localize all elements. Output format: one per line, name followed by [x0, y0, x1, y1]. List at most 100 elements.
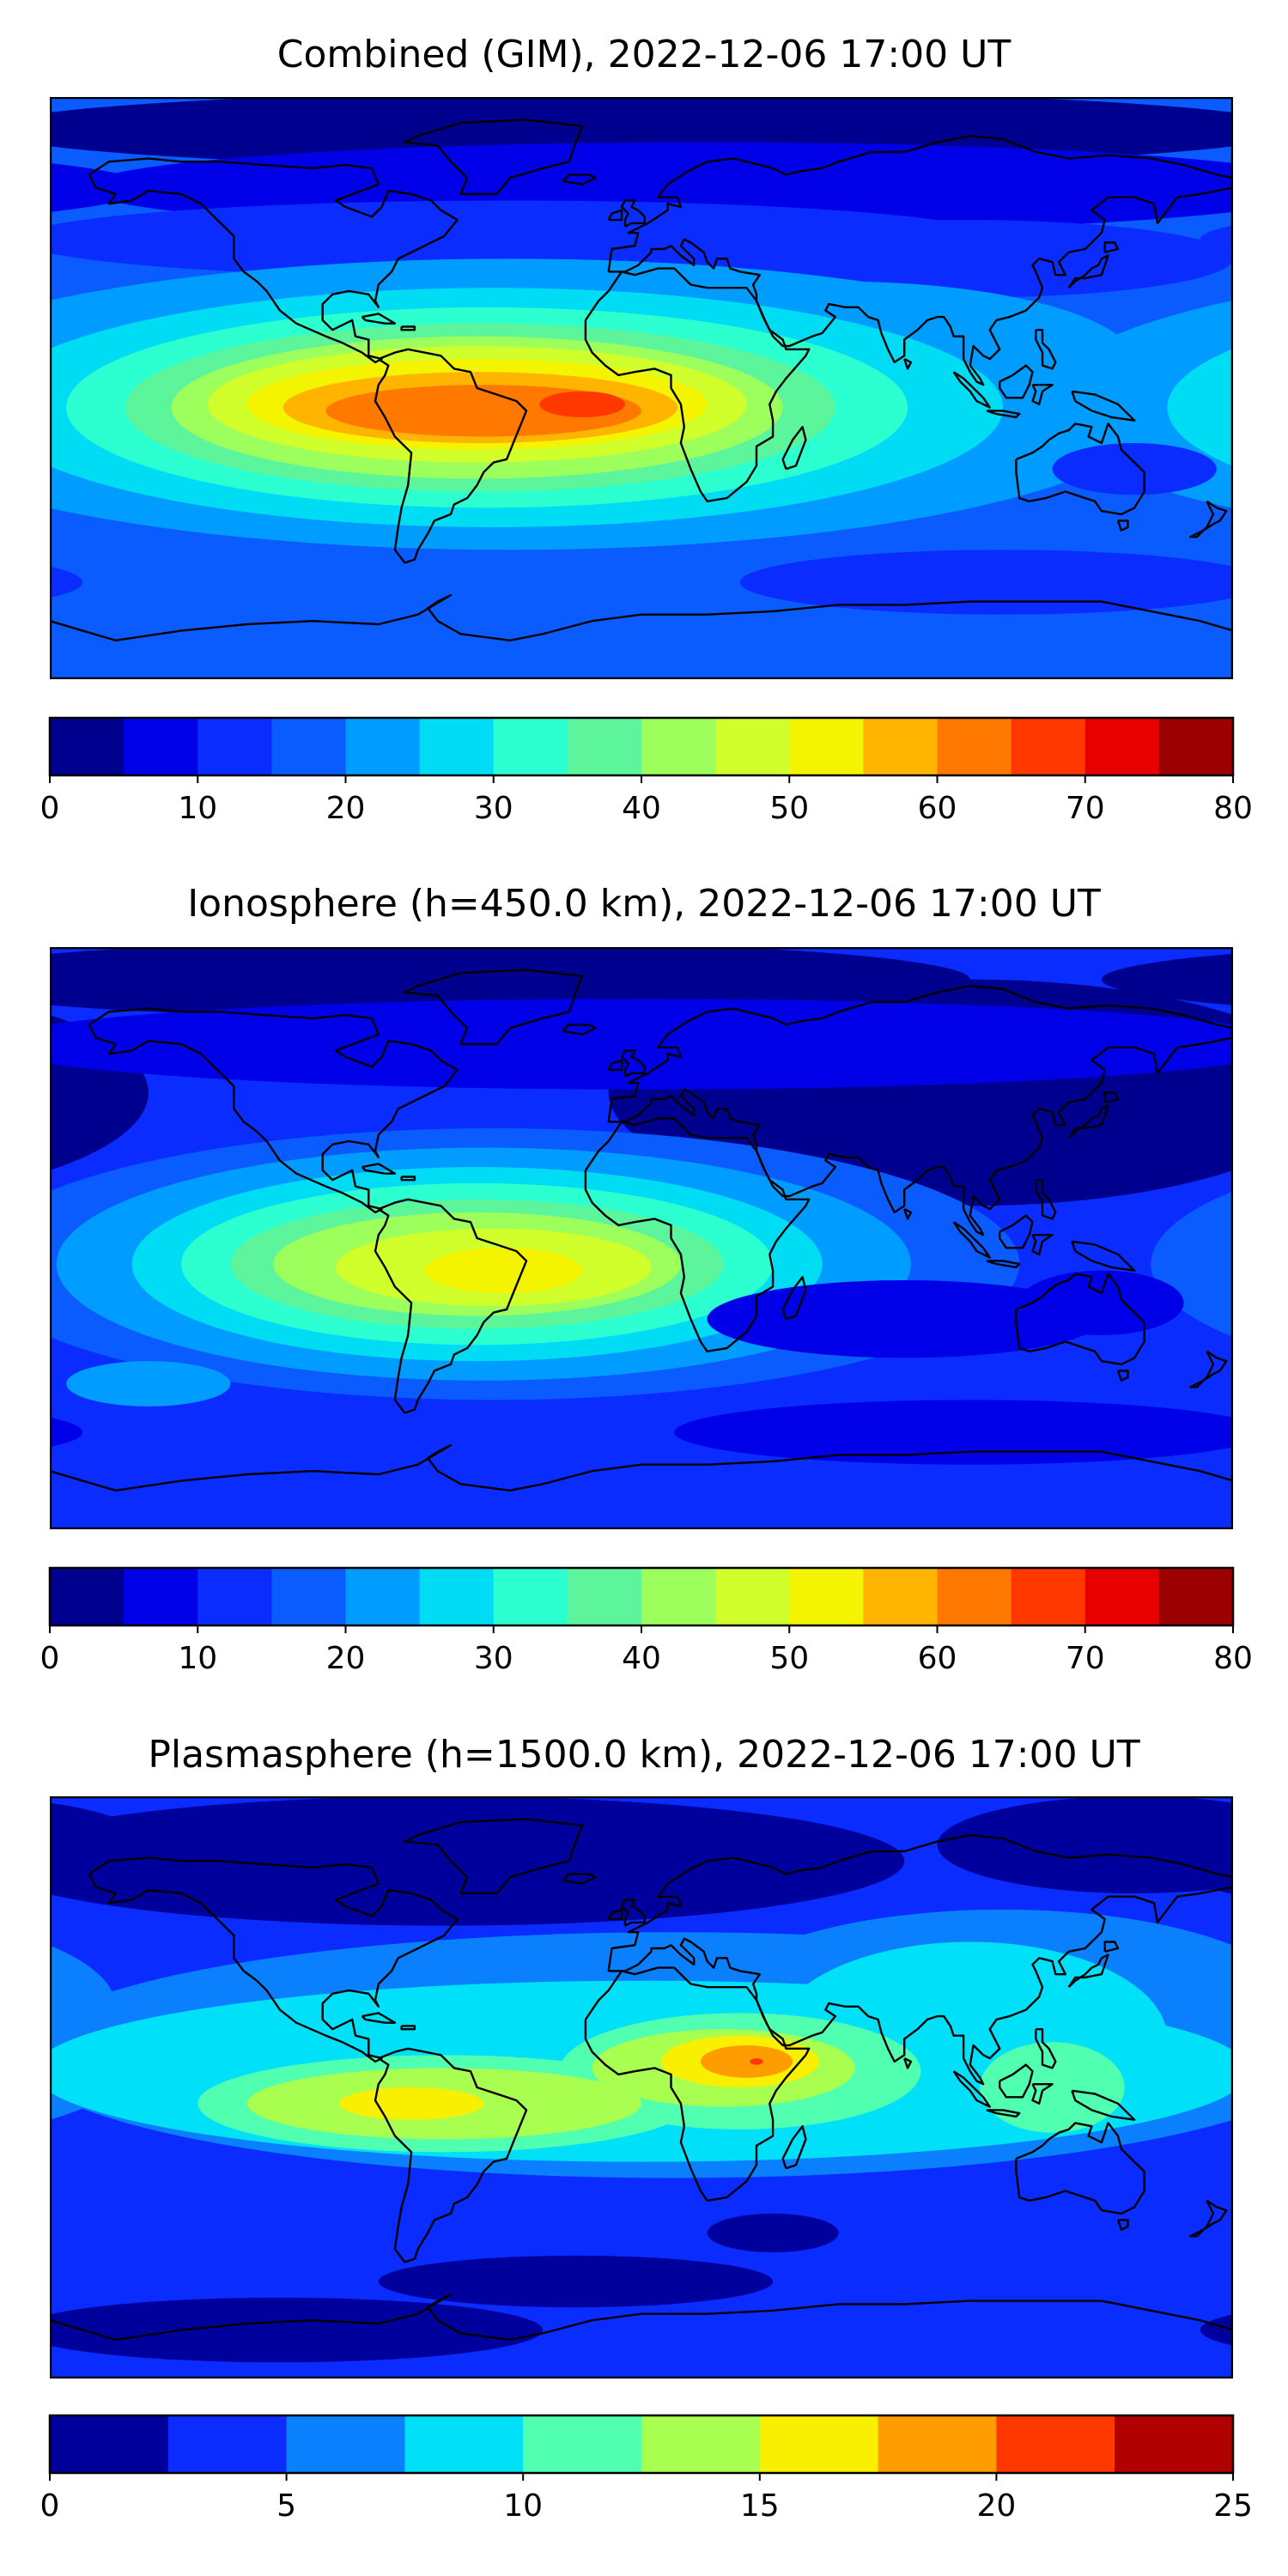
contour-region	[707, 220, 1233, 298]
contour-region	[50, 999, 1233, 1090]
coastline	[400, 325, 416, 331]
colorbar-segment	[996, 2415, 1115, 2473]
coastline	[999, 364, 1034, 399]
coastline	[1103, 1091, 1120, 1103]
colorbar-tick-label: 15	[740, 2488, 780, 2524]
contour-region	[1052, 443, 1217, 495]
map-frame	[50, 1796, 1233, 2379]
colorbar-segment	[1115, 2415, 1234, 2473]
colorbar-segment	[167, 2415, 288, 2473]
colorbar-tick-label: 10	[178, 1641, 217, 1676]
colorbar-tick-label: 30	[474, 791, 513, 826]
coastline	[1031, 384, 1054, 405]
colorbar-tick-label: 80	[1213, 1641, 1253, 1676]
contour-region	[1217, 2050, 1233, 2093]
colorbar-segment	[567, 717, 642, 775]
coastline	[1035, 2028, 1057, 2069]
contour-region	[750, 2058, 763, 2065]
colorbar-segment	[567, 1567, 642, 1625]
colorbar-segment	[1011, 717, 1086, 775]
coastline	[952, 1221, 991, 1259]
colorbar-combined: 0 10 20 30 40 50 60 70 80	[40, 716, 1253, 826]
coastline	[1189, 500, 1228, 538]
colorbar-tick-label: 20	[326, 791, 366, 826]
colorbar-segment	[641, 1567, 716, 1625]
coastline	[1015, 422, 1145, 516]
colorbar-segment	[789, 1567, 864, 1625]
colorbar-segment	[523, 2415, 642, 2473]
colorbar-tick-label: 70	[1066, 791, 1105, 826]
colorbar-tick-label: 50	[769, 791, 809, 826]
colorbar-tick-label: 0	[40, 791, 60, 826]
coastline	[1189, 2199, 1228, 2238]
coastline	[903, 358, 913, 370]
colorbar-segment	[404, 2415, 524, 2473]
coastline	[986, 1260, 1021, 1269]
colorbar-segment	[493, 1567, 568, 1625]
colorbar-tick-label: 30	[474, 1641, 513, 1676]
contour-region	[66, 1361, 231, 1406]
contour-region	[50, 1417, 83, 1448]
coastline	[584, 1117, 811, 1352]
coastline	[88, 1856, 459, 2063]
coastline	[88, 1007, 459, 1214]
colorbar-segment	[345, 717, 421, 775]
contour-region	[1167, 349, 1233, 467]
coastline	[620, 1899, 646, 1927]
colorbar-segment	[715, 717, 790, 775]
coastline	[361, 313, 397, 325]
coastline	[374, 2047, 528, 2263]
coastline	[999, 1214, 1034, 1249]
coastline	[1031, 1234, 1054, 1255]
colorbar-tick-label: 0	[40, 2488, 60, 2524]
coastline	[999, 2063, 1034, 2099]
coastline	[952, 371, 991, 409]
contour-region	[50, 1802, 149, 1887]
coastline	[374, 1198, 528, 1414]
contour-region	[674, 1400, 1233, 1465]
colorbar-segment	[50, 2415, 169, 2473]
coastline	[1067, 1953, 1109, 1989]
coastline	[374, 348, 528, 564]
map-combined	[50, 97, 1233, 679]
colorbar-segment	[863, 717, 939, 775]
panel-title-ionosphere: Ionosphere (h=450.0 km), 2022-12-06 17:0…	[187, 882, 1101, 926]
colorbar-tick-label: 10	[178, 791, 217, 826]
contour-region	[937, 1796, 1233, 1893]
coastline	[1035, 329, 1057, 370]
contour-region	[980, 2042, 1125, 2133]
colorbar-segment	[271, 1567, 347, 1625]
contour-region	[378, 2255, 774, 2308]
coastline	[1116, 1370, 1129, 1382]
colorbar-segment	[50, 1567, 125, 1625]
coastline	[607, 1834, 1233, 2086]
colorbar-segment	[937, 717, 1012, 775]
coastline	[562, 1024, 597, 1036]
colorbar-tick-label: 40	[622, 791, 661, 826]
colorbar-segment	[124, 717, 198, 775]
colorbar-tick-label: 5	[276, 2488, 296, 2524]
colorbar-segment	[715, 1567, 790, 1625]
coastline	[404, 118, 584, 196]
colorbar-segment	[789, 717, 864, 775]
map-plasmasphere	[50, 1796, 1233, 2379]
contour-region	[1102, 953, 1233, 1005]
contour-region	[1167, 112, 1233, 147]
colorbar-tick-label: 60	[918, 791, 957, 826]
colorbar-tick-label: 20	[976, 2488, 1016, 2524]
colorbar-segment	[286, 2415, 405, 2473]
coastline	[1071, 1240, 1136, 1272]
coastline	[50, 1443, 1233, 1492]
colorbar-segment	[197, 1567, 272, 1625]
coastline	[562, 1873, 597, 1885]
contour-region	[50, 546, 445, 586]
coastline	[607, 209, 623, 222]
colorbar-segment	[1011, 1567, 1086, 1625]
colorbar-segment	[878, 2415, 997, 2473]
coastline	[584, 1966, 811, 2202]
coastline	[1071, 2089, 1136, 2121]
colorbar-segment	[419, 717, 495, 775]
panel-title-plasmasphere: Plasmasphere (h=1500.0 km), 2022-12-06 1…	[148, 1733, 1140, 1777]
colorbar-segment	[124, 1567, 198, 1625]
coastline	[361, 1163, 397, 1175]
